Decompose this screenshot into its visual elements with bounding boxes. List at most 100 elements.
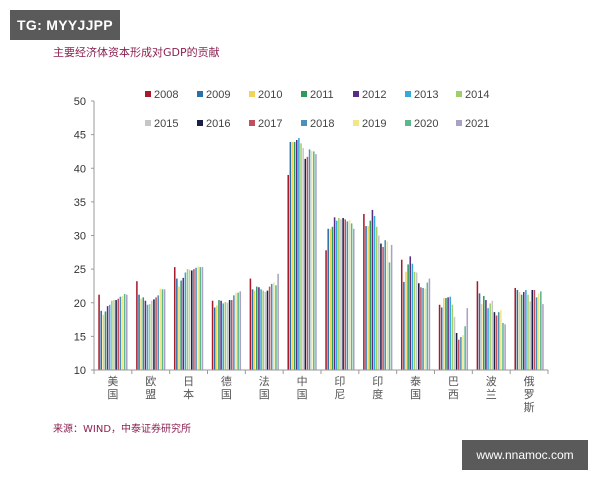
bar-2013: [146, 304, 149, 370]
bar-2012: [258, 287, 260, 370]
bar-2014: [413, 271, 416, 370]
bar-2017: [155, 297, 157, 370]
bar-2014: [224, 302, 227, 370]
legend-swatch: [145, 91, 151, 97]
bar-2018: [308, 149, 311, 370]
x-category-label: 兰: [486, 388, 497, 401]
x-category-label: 印: [334, 375, 345, 388]
bar-2016: [493, 312, 496, 370]
bar-2019: [159, 288, 162, 370]
bar-2018: [157, 295, 159, 370]
x-category-label: 日: [183, 375, 194, 388]
watermark-top: TG: MYYJJPP: [10, 10, 120, 40]
bar-2020: [502, 322, 504, 370]
bar-2014: [451, 304, 454, 370]
legend-swatch: [353, 120, 359, 126]
x-category-label: 国: [221, 388, 232, 401]
bar-2008: [363, 213, 365, 370]
bar-2014: [186, 269, 189, 370]
y-tick-label: 20: [74, 298, 86, 310]
bar-2021: [504, 324, 506, 370]
bar-2013: [260, 289, 262, 370]
bar-2010: [443, 298, 445, 370]
bar-2008: [400, 259, 403, 370]
bar-2017: [230, 300, 233, 370]
x-category-label: 西: [448, 388, 459, 401]
bar-2010: [405, 271, 407, 370]
bar-2020: [237, 292, 239, 370]
bar-2019: [235, 292, 237, 370]
bar-2019: [197, 266, 199, 370]
legend-label: 2009: [206, 89, 230, 101]
bar-2016: [342, 218, 344, 370]
x-category-label: 欧: [145, 375, 156, 388]
bar-2012: [447, 297, 449, 370]
legend-label: 2014: [465, 89, 489, 101]
watermark-bottom: www.nnamoc.com: [462, 440, 588, 470]
legend-swatch: [301, 91, 307, 97]
bar-2013: [449, 296, 451, 370]
bar-2010: [367, 226, 369, 370]
bar-2009: [138, 294, 140, 370]
bar-2014: [338, 218, 340, 370]
y-tick-label: 25: [74, 264, 86, 276]
bar-2017: [382, 246, 384, 370]
x-category-label: 德: [221, 374, 232, 388]
bar-2009: [403, 281, 405, 370]
bar-2020: [540, 291, 542, 370]
bar-2015: [340, 219, 342, 370]
bar-2017: [533, 289, 536, 370]
source-note: 来源：WIND，中泰证券研究所: [53, 424, 192, 435]
y-tick-label: 30: [74, 231, 86, 243]
bar-2016: [228, 300, 231, 370]
y-tick-label: 10: [74, 365, 86, 377]
legend-label: 2011: [310, 89, 334, 101]
bar-2016: [380, 243, 382, 370]
bar-2017: [117, 298, 120, 370]
bar-2018: [346, 221, 349, 370]
bar-2016: [531, 289, 534, 370]
bar-2008: [98, 294, 100, 370]
legend-label: 2015: [154, 118, 178, 130]
bar-2015: [453, 316, 456, 370]
x-category-label: 尼: [334, 388, 345, 401]
bar-2021: [428, 278, 431, 370]
bar-2017: [344, 219, 347, 370]
x-category-label: 度: [372, 387, 383, 401]
bar-2012: [295, 140, 298, 370]
bar-2009: [516, 289, 519, 370]
bar-2013: [335, 220, 338, 370]
bar-2021: [239, 291, 242, 370]
bar-2008: [287, 174, 289, 370]
bar-2012: [333, 217, 336, 370]
bar-2018: [195, 267, 197, 370]
bar-2008: [476, 281, 479, 370]
legend-swatch: [456, 91, 462, 97]
bar-2019: [121, 296, 124, 370]
bar-2008: [325, 250, 327, 370]
bar-2011: [369, 220, 372, 370]
bar-2011: [331, 226, 334, 370]
bar-2020: [350, 223, 353, 370]
bar-2018: [422, 287, 424, 370]
bar-2020: [275, 285, 277, 370]
bar-2008: [438, 304, 441, 370]
bar-2010: [102, 314, 105, 370]
bar-2017: [495, 315, 498, 370]
legend-label: 2018: [310, 118, 334, 130]
bar-2018: [497, 312, 500, 370]
bar-2013: [525, 289, 527, 370]
bar-2014: [527, 294, 529, 370]
legend-swatch: [405, 91, 411, 97]
bar-2011: [218, 300, 220, 370]
bar-2019: [500, 310, 502, 370]
bar-2014: [148, 304, 151, 370]
legend-label: 2021: [465, 118, 489, 130]
bar-2021: [315, 154, 317, 370]
bar-2013: [222, 303, 224, 370]
bar-2019: [424, 288, 426, 370]
bar-2020: [123, 294, 126, 370]
bar-2011: [483, 296, 485, 370]
bar-2015: [415, 272, 418, 370]
